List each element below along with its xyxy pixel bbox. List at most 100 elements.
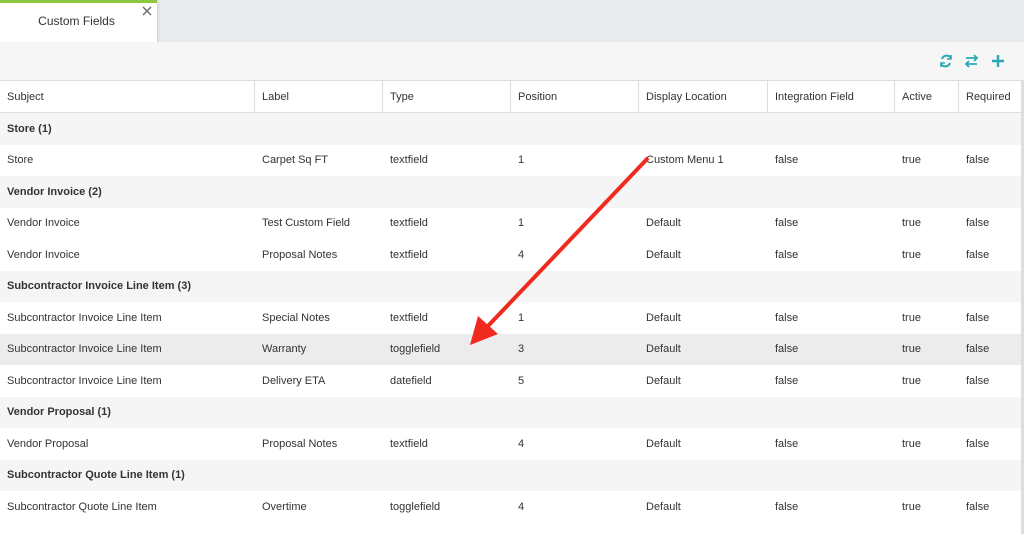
table-cell: Subcontractor Invoice Line Item (7, 343, 162, 356)
table-cell: Default (646, 311, 681, 324)
data-row: Store Carpet Sq FT textfield 1 Custom Menu 1… (0, 144, 1022, 176)
group-title: Vendor Invoice (2) (7, 185, 102, 198)
table-cell: 4 (518, 437, 525, 450)
data-row: Vendor Invoice Test Custom Field textfield… (0, 207, 1022, 239)
table-cell: togglefield (390, 343, 441, 356)
table-cell: Proposal Notes (262, 248, 338, 261)
column-header: Active (895, 81, 959, 112)
table-cell: true (902, 374, 921, 387)
table-cell: false (775, 154, 799, 167)
table-cell: Delivery ETA (262, 374, 326, 387)
toolbar (0, 42, 1024, 80)
table-cell: textfield (390, 217, 428, 230)
table-cell: Special Notes (262, 311, 330, 324)
tab-bar (0, 0, 1024, 42)
table-cell: false (966, 311, 990, 324)
data-row: Subcontractor Invoice Line Item Special N… (0, 302, 1022, 334)
table-cell: Subcontractor Quote Line Item (7, 500, 157, 513)
column-header: Type (383, 81, 511, 112)
table-cell: true (902, 154, 921, 167)
tab[interactable]: Custom Fields (0, 0, 157, 42)
column-header: Subject (0, 81, 255, 112)
group-title: Vendor Proposal (1) (7, 406, 111, 419)
tab-title: Custom Fields (38, 14, 115, 28)
table-cell: Default (646, 500, 681, 513)
table-cell: datefield (390, 374, 432, 387)
data-row: Subcontractor Quote Line Item Overtime tog… (0, 491, 1022, 523)
table-cell: false (966, 374, 990, 387)
table-cell: Default (646, 217, 681, 230)
table-cell: true (902, 248, 921, 261)
column-header: Integration Field (768, 81, 895, 112)
scrollbar (1021, 80, 1024, 534)
table-cell: Store (7, 154, 34, 167)
group-title: Store (1) (7, 122, 52, 135)
table-cell: Subcontractor Invoice Line Item (7, 311, 162, 324)
table-cell: Custom Menu 1 (646, 154, 724, 167)
table-cell: 1 (518, 311, 525, 324)
group-row: Store (1) (0, 113, 1022, 145)
table-cell: false (775, 311, 799, 324)
close-icon[interactable] (142, 6, 152, 16)
table-cell: false (966, 500, 990, 513)
table-cell: 5 (518, 374, 525, 387)
group-row: Vendor Proposal (1) (0, 396, 1022, 428)
table-cell: true (902, 343, 921, 356)
table-cell: false (966, 217, 990, 230)
table-cell: Carpet Sq FT (262, 154, 329, 167)
table-cell: false (775, 248, 799, 261)
table-cell: false (775, 437, 799, 450)
group-row: Vendor Invoice (2) (0, 176, 1022, 208)
table-cell: textfield (390, 437, 428, 450)
table-cell: Test Custom Field (262, 217, 351, 230)
table-cell: false (775, 343, 799, 356)
table-cell: Vendor Proposal (7, 437, 89, 450)
table-cell: false (775, 217, 799, 230)
table-cell: Vendor Invoice (7, 217, 80, 230)
table-cell: textfield (390, 154, 428, 167)
table-cell: true (902, 500, 921, 513)
table-cell: false (966, 343, 990, 356)
group-title: Subcontractor Quote Line Item (1) (7, 469, 185, 482)
table-cell: 1 (518, 154, 525, 167)
table-cell: Overtime (262, 500, 307, 513)
table-cell: Warranty (262, 343, 307, 356)
table-cell: Proposal Notes (262, 437, 338, 450)
column-header: Position (511, 81, 639, 112)
table: Subject Label Type Position Display Location… (0, 80, 1022, 534)
data-row: Vendor Invoice Proposal Notes textfield 4 De… (0, 239, 1022, 271)
table-cell: false (966, 248, 990, 261)
table-cell: Default (646, 437, 681, 450)
data-row: Subcontractor Invoice Line Item Delivery … (0, 365, 1022, 397)
table-cell: false (775, 374, 799, 387)
toolbar-icons[interactable] (938, 52, 1008, 70)
table-cell: true (902, 437, 921, 450)
column-header: Required (959, 81, 1022, 112)
data-row: Subcontractor Invoice Line Item Warranty t… (0, 333, 1022, 365)
data-row: Vendor Proposal Proposal Notes textfield 4 D… (0, 428, 1022, 460)
table-cell: textfield (390, 311, 428, 324)
table-cell: 4 (518, 500, 525, 513)
group-row: Subcontractor Invoice Line Item (3) (0, 270, 1022, 302)
table-cell: Subcontractor Invoice Line Item (7, 374, 162, 387)
table-cell: false (775, 500, 799, 513)
column-header: Label (255, 81, 383, 112)
table-cell: Default (646, 374, 681, 387)
table-cell: true (902, 217, 921, 230)
table-cell: true (902, 311, 921, 324)
table-cell: 3 (518, 343, 525, 356)
table-cell: Default (646, 343, 681, 356)
table-cell: Default (646, 248, 681, 261)
table-cell: Vendor Invoice (7, 248, 80, 261)
table-cell: 1 (518, 217, 525, 230)
column-header: Display Location (639, 81, 768, 112)
table-cell: textfield (390, 248, 428, 261)
header-row: Subject Label Type Position Display Location… (0, 80, 1022, 113)
table-cell: togglefield (390, 500, 441, 513)
table-cell: 4 (518, 248, 525, 261)
group-row: Subcontractor Quote Line Item (1) (0, 459, 1022, 491)
table-cell: false (966, 437, 990, 450)
table-cell: false (966, 154, 990, 167)
group-title: Subcontractor Invoice Line Item (3) (7, 280, 191, 293)
